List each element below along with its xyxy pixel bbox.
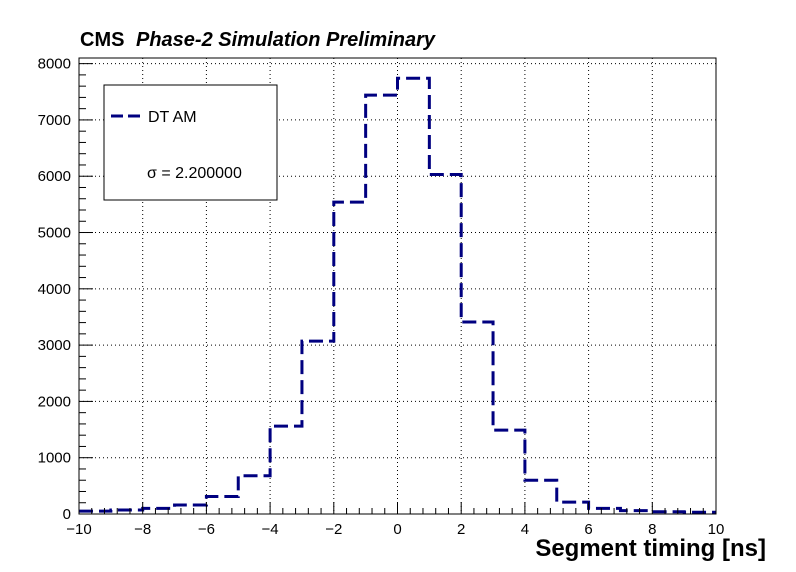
y-tick-label: 2000 (38, 393, 71, 410)
histogram-bin (334, 202, 366, 514)
y-tick-label: 7000 (38, 112, 71, 129)
x-tick-label: −6 (198, 521, 215, 538)
histogram-series (79, 76, 716, 514)
histogram-bin (270, 426, 302, 514)
histogram-bin (398, 78, 430, 514)
histogram-bin (620, 511, 652, 514)
x-tick-label: −10 (66, 521, 91, 538)
x-axis-title: Segment timing [ns] (535, 535, 766, 562)
x-tick-label: 6 (584, 521, 592, 538)
histogram-bin (589, 508, 621, 514)
legend-sigma-text: σ = 2.200000 (147, 165, 242, 182)
y-tick-label: 3000 (38, 337, 71, 354)
histogram-bin (461, 322, 493, 514)
histogram-bin (557, 502, 589, 514)
plot-subtitle: Phase-2 Simulation Preliminary (136, 29, 436, 51)
histogram-bin (206, 497, 238, 514)
x-tick-label: 8 (648, 521, 656, 538)
y-tick-label: 8000 (38, 56, 71, 73)
y-tick-label: 4000 (38, 281, 71, 298)
legend: DT AM σ = 2.200000 (103, 84, 278, 201)
tick-layer (78, 63, 717, 515)
histogram-bin (366, 95, 398, 514)
x-tick-label: 10 (708, 521, 725, 538)
histogram-bin (525, 480, 557, 514)
y-tick-label: 1000 (38, 450, 71, 467)
histogram-bin (111, 510, 143, 514)
x-tick-label: 2 (457, 521, 465, 538)
histogram-bin (429, 175, 461, 514)
y-tick-label: 0 (63, 506, 71, 523)
x-tick-label: −2 (325, 521, 342, 538)
histogram-bin (143, 508, 175, 514)
histogram-bin (493, 430, 525, 514)
y-tick-label: 6000 (38, 168, 71, 185)
histogram-line (79, 76, 716, 514)
x-tick-label: 0 (393, 521, 401, 538)
x-tick-label: −8 (134, 521, 151, 538)
legend-box (103, 84, 278, 201)
y-tick-label: 5000 (38, 225, 71, 242)
x-tick-label: −4 (262, 521, 279, 538)
legend-series-label: DT AM (148, 109, 197, 126)
tick-label-layer: −10 −8 −6 −4 −2 0 2 4 6 8 10 0 1000 2000 3000 4000 5000 6… (38, 56, 725, 538)
experiment-label: CMS (80, 29, 124, 51)
histogram-bin (238, 476, 270, 514)
x-tick-label: 4 (521, 521, 529, 538)
histogram-bin (302, 341, 334, 514)
histogram-bin (175, 505, 207, 514)
